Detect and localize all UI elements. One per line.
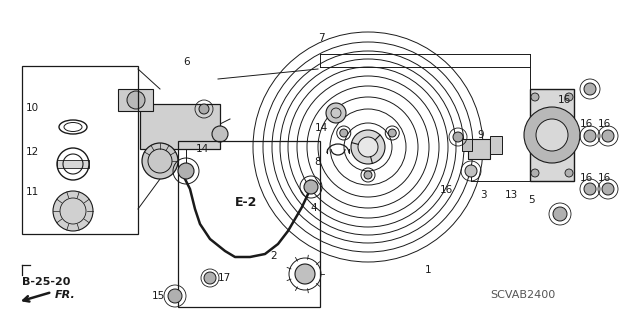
Circle shape (168, 289, 182, 303)
Text: 8: 8 (314, 157, 321, 167)
Text: 14: 14 (196, 144, 209, 154)
Text: 16: 16 (558, 95, 572, 105)
Text: 15: 15 (152, 291, 165, 301)
Circle shape (351, 130, 385, 164)
Text: 16: 16 (580, 119, 593, 129)
Text: 16: 16 (580, 173, 593, 183)
Text: E-2: E-2 (235, 196, 257, 209)
Circle shape (465, 165, 477, 177)
Circle shape (127, 91, 145, 109)
Bar (178, 141, 320, 307)
Text: 13: 13 (505, 190, 518, 200)
Text: 16: 16 (598, 173, 611, 183)
Text: 2: 2 (270, 251, 276, 261)
Bar (118, 89, 153, 111)
Text: 16: 16 (598, 119, 611, 129)
Circle shape (584, 130, 596, 142)
Circle shape (53, 191, 93, 231)
Circle shape (364, 171, 372, 179)
Bar (22, 66, 138, 234)
Bar (468, 139, 490, 159)
Bar (490, 136, 502, 154)
Circle shape (602, 183, 614, 195)
Circle shape (584, 83, 596, 95)
Text: 9: 9 (477, 130, 484, 140)
Circle shape (304, 180, 318, 194)
Text: 14: 14 (315, 123, 328, 133)
Bar (530, 89, 574, 181)
Bar (462, 139, 472, 151)
Text: 16: 16 (440, 185, 453, 195)
Text: 7: 7 (318, 33, 324, 43)
Circle shape (388, 129, 396, 137)
Text: 3: 3 (480, 190, 486, 200)
Text: 4: 4 (310, 203, 317, 213)
Text: 1: 1 (425, 265, 431, 275)
Text: SCVAB2400: SCVAB2400 (490, 290, 556, 300)
Text: B-25-20: B-25-20 (22, 277, 70, 287)
Circle shape (602, 130, 614, 142)
Circle shape (453, 132, 463, 142)
Circle shape (295, 264, 315, 284)
Circle shape (536, 119, 568, 151)
Circle shape (178, 163, 194, 179)
Circle shape (565, 93, 573, 101)
Circle shape (199, 104, 209, 114)
Circle shape (142, 143, 178, 179)
Circle shape (204, 272, 216, 284)
Text: 11: 11 (26, 187, 39, 197)
Circle shape (524, 107, 580, 163)
Text: 10: 10 (26, 103, 39, 113)
Circle shape (340, 129, 348, 137)
Circle shape (584, 183, 596, 195)
Bar (57, 160, 89, 168)
Text: FR.: FR. (55, 290, 76, 300)
Circle shape (358, 137, 378, 157)
Circle shape (553, 207, 567, 221)
Circle shape (326, 103, 346, 123)
Text: 6: 6 (183, 57, 189, 67)
Text: 5: 5 (528, 195, 534, 205)
Circle shape (212, 126, 228, 142)
Circle shape (531, 93, 539, 101)
Circle shape (531, 169, 539, 177)
Bar (140, 104, 220, 149)
Circle shape (565, 169, 573, 177)
Text: 12: 12 (26, 147, 39, 157)
Text: 17: 17 (218, 273, 231, 283)
